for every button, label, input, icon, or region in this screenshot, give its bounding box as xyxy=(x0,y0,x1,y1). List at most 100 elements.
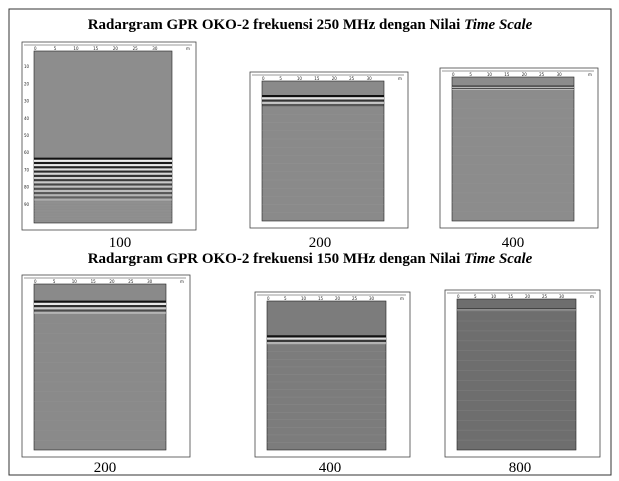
title-text: Radargram GPR OKO-2 frekuensi 250 MHz de… xyxy=(88,17,464,33)
reflection-band xyxy=(34,198,172,201)
top-tick: 15 xyxy=(504,72,510,77)
left-tick: 40 xyxy=(24,116,30,121)
reflection-band xyxy=(34,305,166,308)
axis-unit: m xyxy=(400,296,404,301)
top-tick: 25 xyxy=(542,294,548,299)
reflection-band xyxy=(457,309,576,311)
top-tick: 0 xyxy=(267,296,270,301)
reflection-band xyxy=(452,88,574,90)
top-tick: 5 xyxy=(54,46,57,51)
reflection-band xyxy=(34,181,172,184)
reflection-band xyxy=(34,307,166,310)
axis-unit: m xyxy=(186,46,190,51)
top-tick: 30 xyxy=(369,296,375,301)
top-tick: 10 xyxy=(72,279,78,284)
top-tick: 5 xyxy=(284,296,287,301)
panel-label: 200 xyxy=(309,235,332,251)
top-tick: 30 xyxy=(152,46,158,51)
reflection-band xyxy=(34,161,172,165)
axis-unit: m xyxy=(590,294,594,299)
axis-unit: m xyxy=(588,72,592,77)
reflection-band xyxy=(34,300,166,303)
reflection-band xyxy=(34,309,166,312)
top-tick: 25 xyxy=(133,46,139,51)
radargram xyxy=(33,50,173,224)
reflection-band xyxy=(34,302,166,306)
reflection-band xyxy=(34,187,172,190)
reflection-band xyxy=(457,308,576,309)
top-tick: 20 xyxy=(522,72,528,77)
top-tick: 20 xyxy=(335,296,341,301)
top-tick: 0 xyxy=(34,46,37,51)
top-tick: 30 xyxy=(147,279,153,284)
top-tick: 15 xyxy=(91,279,97,284)
top-tick: 30 xyxy=(557,72,563,77)
top-tick: 0 xyxy=(34,279,37,284)
top-tick: 15 xyxy=(93,46,99,51)
top-tick: 20 xyxy=(109,279,115,284)
reflection-band xyxy=(262,101,384,104)
reflection-band xyxy=(267,341,386,345)
reflection-band xyxy=(34,170,172,173)
reflection-band xyxy=(34,189,172,193)
panel-label: 400 xyxy=(502,235,525,251)
radargram xyxy=(266,300,387,451)
top-tick: 0 xyxy=(452,72,455,77)
radargram xyxy=(456,298,577,451)
reflection-band xyxy=(34,157,172,160)
reflection-band xyxy=(262,99,384,102)
left-tick: 50 xyxy=(24,133,30,138)
radargram xyxy=(451,76,575,222)
top-tick: 25 xyxy=(539,72,545,77)
reflection-band xyxy=(34,183,172,186)
reflection-band xyxy=(34,159,172,162)
top-tick: 10 xyxy=(297,76,303,81)
top-tick: 30 xyxy=(559,294,565,299)
top-tick: 10 xyxy=(487,72,493,77)
reflection-band xyxy=(457,308,576,310)
reflection-band xyxy=(267,339,386,342)
top-tick: 10 xyxy=(491,294,497,299)
top-tick: 25 xyxy=(349,76,355,81)
reflection-band xyxy=(452,87,574,89)
left-tick: 90 xyxy=(24,202,30,207)
top-tick: 25 xyxy=(352,296,358,301)
top-tick: 0 xyxy=(457,294,460,299)
axis-unit: m xyxy=(398,76,402,81)
left-tick: 70 xyxy=(24,167,30,172)
top-tick: 5 xyxy=(469,72,472,77)
reflection-band xyxy=(262,97,384,100)
reflection-band xyxy=(34,194,172,197)
panel-label: 200 xyxy=(94,460,117,476)
title-italic: Time Scale xyxy=(464,17,533,33)
reflection-band xyxy=(452,86,574,88)
title-text: Radargram GPR OKO-2 frekuensi 150 MHz de… xyxy=(88,251,464,267)
reflection-band xyxy=(262,103,384,107)
reflection-band xyxy=(457,310,576,312)
reflection-band xyxy=(267,335,386,338)
top-tick: 5 xyxy=(279,76,282,81)
reflection-band xyxy=(34,179,172,182)
top-tick: 10 xyxy=(73,46,79,51)
top-tick: 5 xyxy=(474,294,477,299)
top-tick: 15 xyxy=(314,76,320,81)
left-tick: 20 xyxy=(24,81,30,86)
radargram xyxy=(261,80,385,222)
reflection-band xyxy=(34,176,172,180)
reflection-band xyxy=(34,192,172,195)
left-tick: 30 xyxy=(24,99,30,104)
reflection-band xyxy=(34,311,166,314)
reflection-band xyxy=(34,196,172,199)
top-tick: 20 xyxy=(113,46,119,51)
reflection-band xyxy=(34,185,172,188)
panel-label: 800 xyxy=(509,460,532,476)
top-tick: 10 xyxy=(301,296,307,301)
top-tick: 20 xyxy=(525,294,531,299)
reflection-band xyxy=(34,168,172,171)
reflection-band xyxy=(34,172,172,175)
top-tick: 20 xyxy=(332,76,338,81)
reflection-band xyxy=(267,337,386,340)
section-title: Radargram GPR OKO-2 frekuensi 150 MHz de… xyxy=(88,251,533,267)
